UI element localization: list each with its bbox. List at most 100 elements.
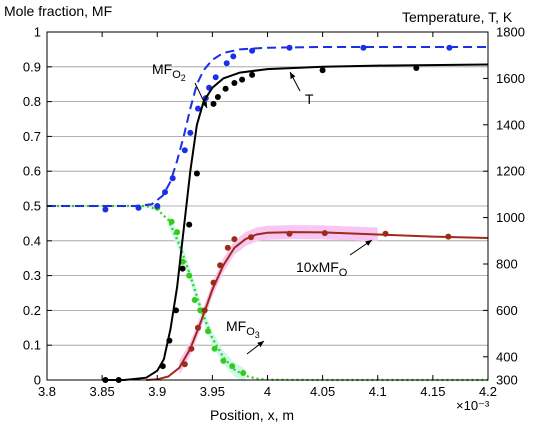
annotation-t: T <box>305 91 314 107</box>
point-o-10 <box>321 230 328 237</box>
point-o-8 <box>248 234 254 241</box>
point-o3-6 <box>191 297 198 303</box>
axes <box>46 31 489 381</box>
point-o3-2 <box>168 218 175 225</box>
point-o3-3 <box>174 229 181 236</box>
x-tick-label-2: 3.9 <box>148 384 166 399</box>
point-o2-7 <box>195 105 201 112</box>
y-left-tick-label-5: 0.5 <box>23 199 41 214</box>
point-t-13 <box>249 71 256 78</box>
point-o2-12 <box>230 53 237 60</box>
y-left-tick-label-9: 0.9 <box>23 59 41 74</box>
series-line-o3 <box>47 204 488 382</box>
tick-labels: 3.8 3.85 3.9 3.95 4 4.05 4.1 4.15 4.2 0 0.1 0.2 0.3 0… <box>23 25 525 400</box>
annotation-10xmf-o: 10xMFO <box>296 259 348 279</box>
x-axis-label: Position, x, m <box>210 407 294 423</box>
point-o2-6 <box>187 129 194 136</box>
point-o3-8 <box>205 328 211 335</box>
point-o2-2 <box>154 203 161 209</box>
y-left-tick-label-4: 0.4 <box>23 233 41 248</box>
point-o3-10 <box>220 357 227 364</box>
point-t-9 <box>214 94 221 100</box>
point-o3-11 <box>229 363 236 370</box>
point-t-3 <box>166 337 173 344</box>
x-tick-label-8: 4.2 <box>479 384 497 399</box>
point-t-7 <box>193 170 200 177</box>
point-o3-9 <box>211 345 218 352</box>
point-t-15 <box>413 65 420 71</box>
point-o-11 <box>382 230 389 237</box>
arrow-t-head <box>290 72 296 79</box>
point-o2-0 <box>102 206 109 213</box>
y-right-tick-label-4: 1000 <box>496 210 525 225</box>
y-axis-label-left: Mole fraction, MF <box>4 3 112 19</box>
series-layer <box>47 44 489 383</box>
x-tick-label-4: 4 <box>264 384 271 399</box>
band-o3 <box>168 212 246 383</box>
x-tick-label-3: 3.95 <box>200 384 225 399</box>
point-o2-11 <box>223 60 230 67</box>
point-o2-3 <box>162 189 168 196</box>
series-line-o <box>146 231 489 381</box>
uncertainty-bands <box>168 212 378 383</box>
y-left-tick-label-3: 0.3 <box>23 268 41 283</box>
arrow-o2-head <box>201 101 207 108</box>
point-o-5 <box>217 262 224 269</box>
y-right-tick-label-1: 400 <box>496 349 518 364</box>
point-o-4 <box>210 279 217 286</box>
y-right-tick-label-5: 1200 <box>496 164 525 179</box>
point-o-6 <box>224 244 231 251</box>
point-o2-13 <box>249 47 256 54</box>
y-left-tick-label-1: 0.1 <box>23 338 41 353</box>
y-left-tick-label-2: 0.2 <box>23 303 41 318</box>
point-o2-1 <box>135 204 142 211</box>
y-right-tick-label-3: 800 <box>496 257 518 272</box>
y-left-tick-label-0: 0 <box>34 373 41 388</box>
band-o <box>179 225 378 375</box>
y-axis-label-right: Temperature, T, K <box>402 9 513 25</box>
y-right-tick-label-6: 1400 <box>496 117 525 132</box>
point-o-2 <box>195 324 201 331</box>
point-o2-14 <box>286 44 293 51</box>
y-left-tick-label-6: 0.6 <box>23 164 41 179</box>
point-o2-15 <box>360 44 367 51</box>
y-left-tick-label-7: 0.7 <box>23 129 41 144</box>
y-right-tick-label-0: 300 <box>496 373 518 388</box>
point-o-0 <box>181 361 188 368</box>
point-o-3 <box>201 307 208 314</box>
point-t-2 <box>159 363 166 370</box>
point-o2-10 <box>212 74 219 81</box>
x-tick-label-7: 4.15 <box>420 384 445 399</box>
y-right-tick-label-7: 1600 <box>496 71 525 86</box>
x-tick-label-6: 4.1 <box>369 384 387 399</box>
series-line-o2 <box>47 46 488 207</box>
point-t-6 <box>186 221 193 228</box>
point-t-5 <box>179 265 186 272</box>
point-t-11 <box>231 80 238 86</box>
y-left-tick-label-8: 0.8 <box>23 94 41 109</box>
point-t-8 <box>210 100 217 107</box>
x-tick-label-1: 3.85 <box>89 384 114 399</box>
point-o-7 <box>231 236 238 243</box>
point-o3-5 <box>186 272 193 279</box>
series-line-t <box>102 63 489 381</box>
point-o2-16 <box>446 44 453 51</box>
annotation-mf-o3: MFO3 <box>226 318 260 340</box>
y-right-tick-label-2: 600 <box>496 303 518 318</box>
point-o-9 <box>286 230 293 237</box>
y-left-tick-label-10: 1 <box>34 25 41 40</box>
annotation-mf-o2: MFO2 <box>152 61 186 83</box>
x-tick-label-0: 3.8 <box>38 384 56 399</box>
point-o3-7 <box>197 307 204 314</box>
point-o2-4 <box>169 175 176 182</box>
x-tick-label-5: 4.05 <box>310 384 335 399</box>
arrow-o-head <box>365 240 372 246</box>
point-t-12 <box>239 76 246 83</box>
point-t-4 <box>173 307 179 314</box>
point-o-12 <box>445 233 452 240</box>
point-t-10 <box>222 85 229 92</box>
point-o-1 <box>188 345 195 352</box>
annotations: MFO2 T 10xMFO MFO3 <box>152 61 373 355</box>
y-right-tick-label-8: 1800 <box>496 25 525 40</box>
